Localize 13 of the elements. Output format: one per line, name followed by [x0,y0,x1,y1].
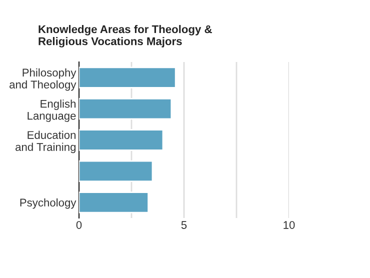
chart-title: Knowledge Areas for Theology & Religious Vocations Majors [38,25,212,48]
bar [79,66,176,88]
x-tick-label: 10 [284,221,295,229]
bar [79,98,172,120]
bar [79,129,164,151]
y-tick-label: Philosophy and Theology [10,68,76,91]
bar [79,160,154,182]
y-tick-label: Education and Training [16,130,76,154]
x-tick-label: 0 [76,221,82,229]
bar [79,192,149,214]
y-tick-label: English Language [28,100,76,122]
x-tick-label: 5 [181,221,187,229]
y-tick-label: Psychology [20,198,76,209]
